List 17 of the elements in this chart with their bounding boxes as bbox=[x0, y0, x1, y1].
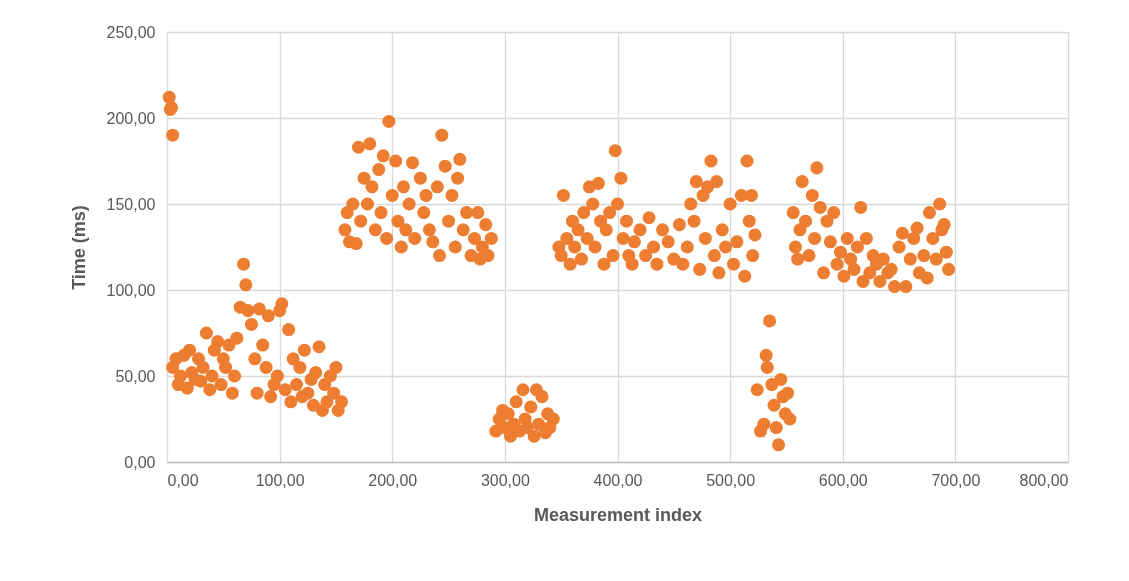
y-tick-label: 150,00 bbox=[106, 195, 156, 213]
y-tick-label: 50,00 bbox=[115, 367, 156, 385]
y-tick-label: 250,00 bbox=[106, 23, 156, 41]
y-tick-label: 0,00 bbox=[124, 453, 156, 471]
x-tick-label: 600,00 bbox=[818, 471, 868, 489]
x-axis-title: Measurement index bbox=[533, 504, 703, 525]
x-tick-label: 400,00 bbox=[593, 471, 643, 489]
x-tick-label: 700,00 bbox=[931, 471, 981, 489]
y-tick-label: 200,00 bbox=[106, 109, 156, 127]
y-axis-title: Time (ms) bbox=[68, 205, 89, 290]
x-tick-label: 800,00 bbox=[1019, 471, 1069, 489]
x-tick-label: 100,00 bbox=[255, 471, 305, 489]
x-tick-label: 300,00 bbox=[480, 471, 530, 489]
x-tick-label: 200,00 bbox=[368, 471, 418, 489]
x-tick-label: 500,00 bbox=[706, 471, 756, 489]
x-tick-label: 0,00 bbox=[167, 471, 199, 489]
y-tick-label: 100,00 bbox=[106, 281, 156, 299]
